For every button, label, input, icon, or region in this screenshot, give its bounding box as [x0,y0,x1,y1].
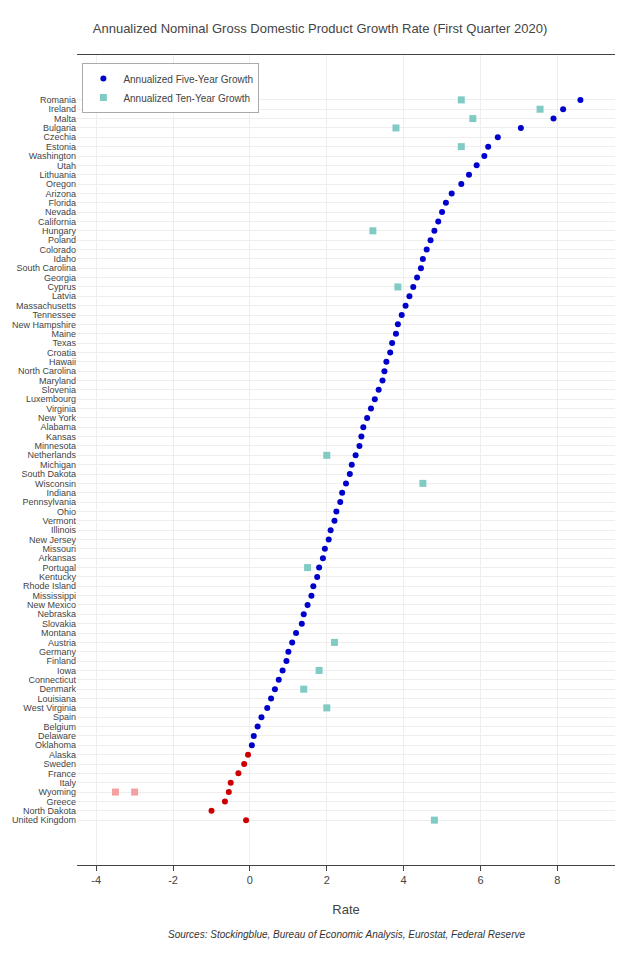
svg-text:Tennessee: Tennessee [32,310,76,320]
svg-text:North Carolina: North Carolina [18,366,76,376]
svg-text:Sources: Stockingblue, Bureau: Sources: Stockingblue, Bureau of Economi… [168,929,525,940]
svg-text:Poland: Poland [48,235,76,245]
svg-text:Maine: Maine [51,329,76,339]
svg-text:Luxembourg: Luxembourg [26,394,76,404]
svg-text:Germany: Germany [39,647,77,657]
svg-text:Sweden: Sweden [43,759,76,769]
svg-text:Maryland: Maryland [39,376,76,386]
svg-text:Montana: Montana [41,628,76,638]
svg-text:Annualized Five-Year Growth: Annualized Five-Year Growth [123,74,253,85]
svg-text:Oklahoma: Oklahoma [35,740,76,750]
svg-text:2: 2 [324,874,330,886]
svg-text:Austria: Austria [48,638,76,648]
svg-text:Slovakia: Slovakia [42,619,76,629]
svg-text:Latvia: Latvia [52,291,76,301]
svg-text:Alaska: Alaska [49,750,76,760]
svg-text:Arizona: Arizona [45,189,76,199]
svg-text:Annualized Nominal Gross Domes: Annualized Nominal Gross Domestic Produc… [93,21,547,36]
svg-text:Belgium: Belgium [43,722,76,732]
svg-text:Florida: Florida [48,198,76,208]
svg-text:South Dakota: South Dakota [21,469,76,479]
svg-text:Virginia: Virginia [46,404,76,414]
svg-text:Bulgaria: Bulgaria [43,123,76,133]
svg-text:Czechia: Czechia [43,132,76,142]
svg-text:Louisiana: Louisiana [37,694,76,704]
svg-text:4: 4 [401,874,407,886]
svg-text:South Carolina: South Carolina [16,263,76,273]
svg-text:Vermont: Vermont [42,516,76,526]
svg-text:West Virginia: West Virginia [23,703,76,713]
svg-text:-2: -2 [168,874,178,886]
svg-text:Rhode Island: Rhode Island [23,581,76,591]
svg-text:Michigan: Michigan [40,460,76,470]
svg-text:Hungary: Hungary [42,226,77,236]
svg-text:Cyprus: Cyprus [47,282,76,292]
svg-text:Delaware: Delaware [38,731,76,741]
svg-text:Idaho: Idaho [53,254,76,264]
svg-text:North Dakota: North Dakota [23,806,76,816]
svg-text:New Mexico: New Mexico [27,600,76,610]
svg-text:Massachusetts: Massachusetts [16,301,77,311]
svg-text:Malta: Malta [54,114,76,124]
svg-text:6: 6 [477,874,483,886]
svg-text:Nevada: Nevada [45,207,76,217]
svg-text:Hawaii: Hawaii [49,357,76,367]
svg-text:Lithuania: Lithuania [39,170,76,180]
svg-text:Oregon: Oregon [46,179,76,189]
svg-text:Texas: Texas [52,338,76,348]
svg-text:Pennsylvania: Pennsylvania [22,497,76,507]
svg-text:Kentucky: Kentucky [39,572,77,582]
svg-text:Wyoming: Wyoming [39,787,76,797]
svg-text:Illinois: Illinois [51,525,77,535]
svg-text:Ohio: Ohio [57,507,76,517]
svg-text:Washington: Washington [29,151,76,161]
svg-text:Wisconsin: Wisconsin [35,479,76,489]
svg-text:Georgia: Georgia [44,273,76,283]
svg-text:United Kingdom: United Kingdom [12,815,76,825]
svg-text:Indiana: Indiana [46,488,76,498]
svg-text:New Hampshire: New Hampshire [12,320,76,330]
svg-text:California: California [38,217,76,227]
svg-text:0: 0 [247,874,253,886]
svg-text:Utah: Utah [57,161,76,171]
svg-text:Portugal: Portugal [42,563,76,573]
svg-text:Estonia: Estonia [46,142,76,152]
svg-text:8: 8 [554,874,560,886]
svg-text:New York: New York [38,413,77,423]
svg-text:Ireland: Ireland [48,104,76,114]
svg-text:Croatia: Croatia [47,348,76,358]
svg-text:Netherlands: Netherlands [27,450,76,460]
svg-text:Iowa: Iowa [57,666,76,676]
svg-text:New Jersey: New Jersey [29,535,77,545]
svg-text:Romania: Romania [40,95,76,105]
svg-text:Finland: Finland [46,656,76,666]
svg-text:Slovenia: Slovenia [41,385,76,395]
svg-text:Kansas: Kansas [46,432,77,442]
svg-text:Minnesota: Minnesota [34,441,76,451]
svg-text:Denmark: Denmark [39,684,76,694]
svg-text:Spain: Spain [53,712,76,722]
svg-text:Greece: Greece [46,797,76,807]
svg-text:Alabama: Alabama [40,422,76,432]
svg-text:Colorado: Colorado [39,245,76,255]
svg-text:Missouri: Missouri [42,544,76,554]
svg-text:Arkansas: Arkansas [38,553,76,563]
svg-text:Annualized Ten-Year Growth: Annualized Ten-Year Growth [123,93,250,104]
svg-text:Mississippi: Mississippi [32,591,76,601]
svg-text:Connecticut: Connecticut [28,675,76,685]
svg-text:Rate: Rate [332,902,359,917]
svg-text:-4: -4 [91,874,101,886]
svg-text:Nebraska: Nebraska [37,609,76,619]
svg-text:Italy: Italy [59,778,76,788]
svg-text:France: France [48,769,76,779]
